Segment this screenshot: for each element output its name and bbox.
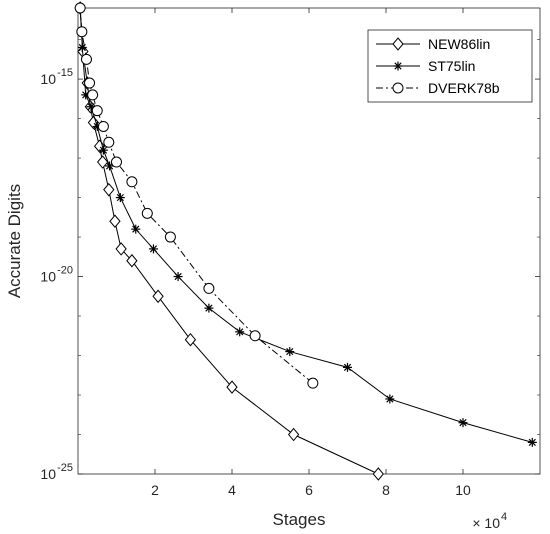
data-point-st75lin <box>285 347 295 357</box>
data-point-new86lin <box>372 467 384 481</box>
data-point-dverk78b <box>111 156 122 168</box>
data-point-st75lin <box>115 193 125 203</box>
legend-marker-dverk78b <box>392 82 404 94</box>
legend-label-st75lin: ST75lin <box>428 58 475 74</box>
data-point-new86lin <box>152 289 164 304</box>
y-tick-label: 10 <box>40 269 56 285</box>
data-point-dverk78b <box>97 120 109 132</box>
series-line-st75lin <box>79 7 533 443</box>
legend: NEW86lin ST75lin DVERK78b <box>367 29 533 103</box>
y-tick-label-exponent: -15 <box>57 67 73 79</box>
y-tick-label-exponent: -20 <box>57 265 73 277</box>
data-point-st75lin <box>148 244 158 254</box>
data-point-dverk78b <box>141 207 153 219</box>
data-point-dverk78b <box>76 26 88 38</box>
data-point-dverk78b <box>126 176 138 188</box>
x-tick-label: 8 <box>382 482 390 498</box>
data-point-st75lin <box>173 272 183 282</box>
data-point-new86lin <box>226 380 238 394</box>
data-point-dverk78b <box>84 77 96 89</box>
data-point-dverk78b <box>203 282 215 294</box>
x-tick-label: 6 <box>305 482 313 498</box>
legend-label-new86lin: NEW86lin <box>428 36 490 52</box>
legend-marker-new86lin <box>392 37 404 51</box>
data-point-st75lin <box>77 42 87 52</box>
x-multiplier-exponent: 4 <box>501 511 507 523</box>
x-tick-label: 2 <box>151 482 159 498</box>
x-tick-label: 4 <box>228 482 236 498</box>
x-axis-title: Stages <box>273 510 326 529</box>
data-point-new86lin <box>287 427 300 442</box>
data-point-new86lin <box>126 253 138 268</box>
data-point-new86lin <box>96 155 109 169</box>
data-point-new86lin <box>103 182 115 197</box>
y-tick-label: 10 <box>40 466 56 482</box>
data-point-new86lin <box>115 242 127 256</box>
data-point-st75lin <box>527 437 537 447</box>
data-point-dverk78b <box>103 136 115 148</box>
series-st75lin <box>75 3 537 447</box>
y-tick-label: 10 <box>40 71 56 87</box>
data-point-dverk78b <box>74 2 86 14</box>
x-multiplier-label: × 10 <box>472 515 500 531</box>
data-point-st75lin <box>204 303 214 313</box>
data-point-st75lin <box>343 362 352 372</box>
data-point-st75lin <box>385 394 395 404</box>
data-point-st75lin <box>131 224 141 234</box>
y-tick-label-exponent: -25 <box>57 462 73 474</box>
data-point-dverk78b <box>87 89 99 101</box>
series-dverk78b <box>74 2 319 389</box>
y-axis-title: Accurate Digits <box>5 184 24 298</box>
data-point-dverk78b <box>80 53 92 65</box>
data-point-st75lin <box>458 418 468 428</box>
data-point-dverk78b <box>307 377 319 389</box>
legend-label-dverk78b: DVERK78b <box>428 80 500 96</box>
legend-marker-st75lin <box>393 61 403 71</box>
data-point-st75lin <box>235 327 245 337</box>
data-point-dverk78b <box>91 105 103 117</box>
x-tick-label: 10 <box>455 482 471 498</box>
data-point-new86lin <box>184 332 197 347</box>
data-point-new86lin <box>109 214 121 229</box>
data-point-dverk78b <box>164 231 176 243</box>
data-point-st75lin <box>98 145 108 155</box>
data-point-dverk78b <box>249 330 261 342</box>
